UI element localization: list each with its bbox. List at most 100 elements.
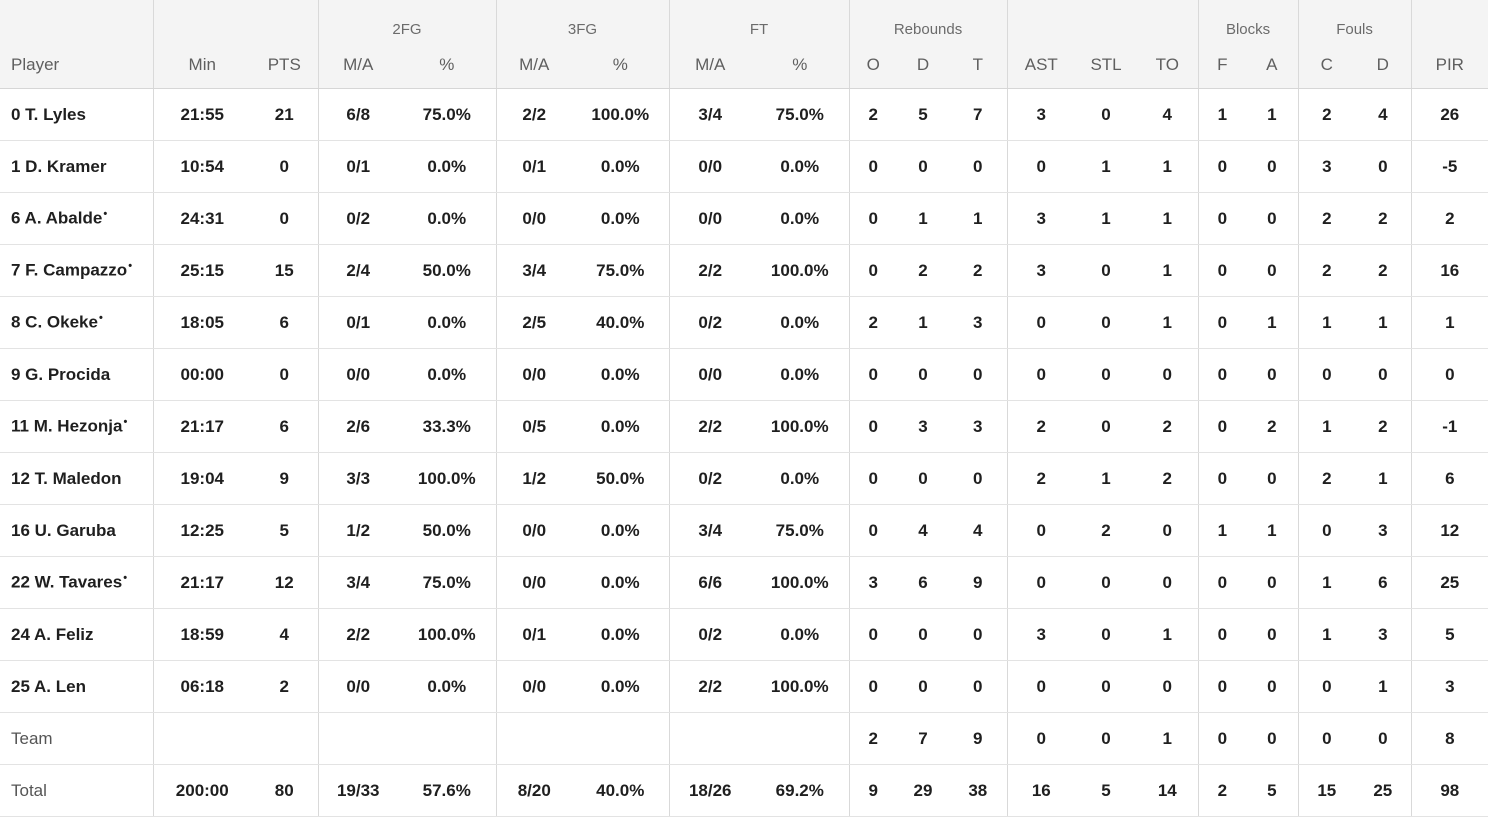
player-name-text: Total [11, 780, 47, 800]
col-header-to[interactable]: TO [1137, 42, 1199, 89]
cell-foul-c: 0 [1297, 348, 1356, 401]
cell-2fg-ma: 0/1 [317, 140, 398, 193]
col-header-blk-f[interactable]: F [1197, 42, 1247, 89]
player-name[interactable]: 24 A. Feliz [0, 608, 153, 661]
cell-foul-c: 1 [1297, 400, 1356, 453]
player-name[interactable]: 6 A. Abalde• [0, 192, 153, 245]
player-name[interactable]: 9 G. Procida [0, 348, 153, 401]
cell-blk-a: 0 [1246, 556, 1299, 609]
player-name-text: 0 T. Lyles [11, 104, 86, 124]
cell-reb-o: 0 [848, 660, 898, 713]
cell-3fg-pct: 0.0% [572, 400, 669, 453]
cell-pts: 0 [251, 348, 318, 401]
col-header-3fg-pct[interactable]: % [572, 42, 669, 89]
cell-ft-pct: 100.0% [751, 244, 850, 297]
cell-min: 12:25 [152, 504, 251, 557]
player-name-text: 6 A. Abalde [11, 208, 103, 228]
col-header-ast[interactable]: AST [1006, 42, 1076, 89]
player-name[interactable]: 0 T. Lyles [0, 88, 153, 141]
col-header-reb-t[interactable]: T [949, 42, 1008, 89]
col-header-2fg-pct[interactable]: % [398, 42, 496, 89]
cell-ast: 0 [1006, 348, 1076, 401]
col-header-pir[interactable]: PIR [1410, 42, 1488, 89]
cell-pts: 6 [251, 296, 318, 349]
cell-min: 21:55 [152, 88, 251, 141]
summary-row: Team 2 7 9 0 0 1 0 0 0 0 8 [0, 712, 1488, 765]
cell-pir: 25 [1410, 556, 1488, 609]
player-name[interactable]: 12 T. Maledon [0, 452, 153, 505]
cell-reb-o: 0 [848, 452, 898, 505]
col-header-ft-ma[interactable]: M/A [668, 42, 751, 89]
col-header-min[interactable]: Min [152, 42, 251, 89]
cell-ast: 0 [1006, 504, 1076, 557]
cell-blk-f: 0 [1197, 660, 1247, 713]
cell-ft-ma: 6/6 [668, 556, 751, 609]
cell-pts: 4 [251, 608, 318, 661]
cell-blk-a: 1 [1246, 88, 1299, 141]
cell-pts [251, 712, 318, 765]
player-name-text: 12 T. Maledon [11, 468, 122, 488]
cell-blk-a: 2 [1246, 400, 1299, 453]
col-header-2fg-ma[interactable]: M/A [317, 42, 398, 89]
cell-foul-d: 2 [1355, 192, 1412, 245]
cell-foul-d: 3 [1355, 608, 1412, 661]
col-header-pts[interactable]: PTS [251, 42, 318, 89]
cell-3fg-ma: 8/20 [495, 764, 572, 817]
group-rebounds: Rebounds [848, 0, 1008, 42]
cell-ft-pct: 100.0% [751, 400, 850, 453]
cell-2fg-pct: 0.0% [398, 192, 496, 245]
cell-foul-d: 6 [1355, 556, 1412, 609]
player-name[interactable]: 1 D. Kramer [0, 140, 153, 193]
cell-pir: 2 [1410, 192, 1488, 245]
cell-stl: 1 [1075, 192, 1138, 245]
cell-2fg-ma: 2/2 [317, 608, 398, 661]
cell-blk-f: 0 [1197, 400, 1247, 453]
cell-min: 200:00 [152, 764, 251, 817]
player-name[interactable]: 11 M. Hezonja• [0, 400, 153, 453]
cell-reb-d: 4 [897, 504, 950, 557]
cell-ft-pct: 100.0% [751, 660, 850, 713]
starter-marker: • [123, 572, 128, 585]
cell-2fg-ma: 19/33 [317, 764, 398, 817]
cell-ast: 2 [1006, 452, 1076, 505]
player-name[interactable]: 7 F. Campazzo• [0, 244, 153, 297]
cell-blk-a: 0 [1246, 608, 1299, 661]
player-name[interactable]: 16 U. Garuba [0, 504, 153, 557]
player-name[interactable]: 8 C. Okeke• [0, 296, 153, 349]
cell-foul-c: 2 [1297, 88, 1356, 141]
cell-reb-t: 7 [949, 88, 1008, 141]
cell-reb-d: 0 [897, 140, 950, 193]
col-header-player[interactable]: Player [0, 42, 153, 89]
cell-3fg-pct [572, 712, 669, 765]
col-header-stl[interactable]: STL [1075, 42, 1138, 89]
cell-foul-c: 0 [1297, 660, 1356, 713]
player-name-text: 1 D. Kramer [11, 156, 107, 176]
col-header-reb-o[interactable]: O [848, 42, 898, 89]
cell-ast: 0 [1006, 296, 1076, 349]
cell-2fg-pct: 0.0% [398, 140, 496, 193]
cell-ft-ma [668, 712, 751, 765]
cell-ft-pct: 75.0% [751, 504, 850, 557]
starter-marker: • [123, 416, 128, 429]
cell-ft-pct: 0.0% [751, 452, 850, 505]
cell-blk-f: 2 [1197, 764, 1247, 817]
cell-blk-a: 0 [1246, 452, 1299, 505]
cell-foul-d: 4 [1355, 88, 1412, 141]
cell-foul-d: 3 [1355, 504, 1412, 557]
player-name[interactable]: 22 W. Tavares• [0, 556, 153, 609]
cell-foul-c: 2 [1297, 452, 1356, 505]
col-header-reb-d[interactable]: D [897, 42, 950, 89]
col-header-blk-a[interactable]: A [1246, 42, 1299, 89]
cell-blk-f: 0 [1197, 192, 1247, 245]
cell-to: 1 [1137, 140, 1199, 193]
cell-reb-d: 0 [897, 608, 950, 661]
col-header-3fg-ma[interactable]: M/A [495, 42, 572, 89]
col-header-ft-pct[interactable]: % [751, 42, 850, 89]
cell-min: 18:05 [152, 296, 251, 349]
table-row: 16 U. Garuba 12:25 5 1/2 50.0% 0/0 0.0% 3/4 75.0… [0, 504, 1488, 557]
player-name[interactable]: 25 A. Len [0, 660, 153, 713]
col-header-foul-d[interactable]: D [1355, 42, 1412, 89]
col-header-foul-c[interactable]: C [1297, 42, 1356, 89]
cell-stl: 0 [1075, 296, 1138, 349]
cell-2fg-pct: 50.0% [398, 504, 496, 557]
